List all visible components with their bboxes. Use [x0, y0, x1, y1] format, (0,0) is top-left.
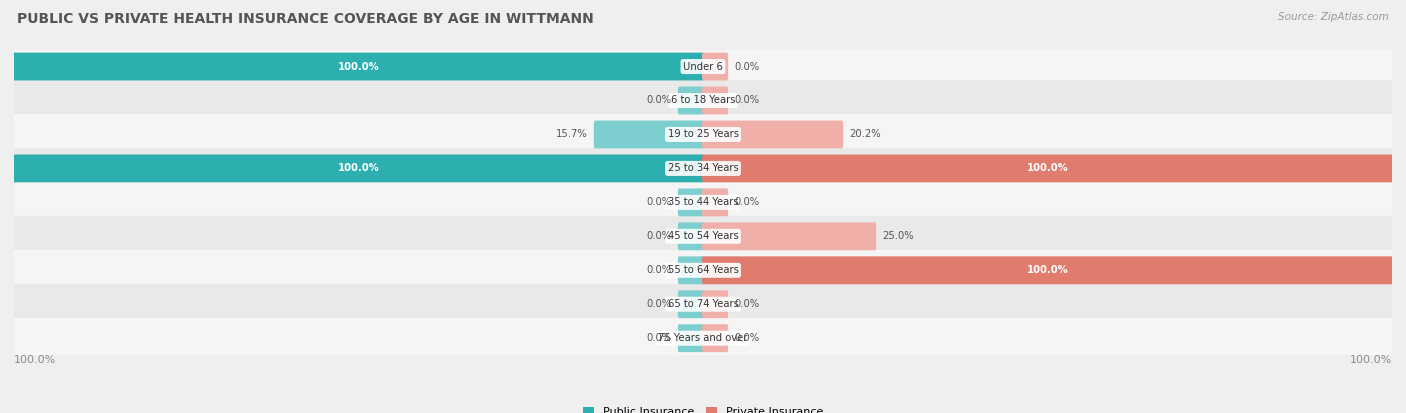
Text: 15.7%: 15.7% — [557, 129, 588, 140]
FancyBboxPatch shape — [702, 87, 728, 114]
Text: 75 Years and over: 75 Years and over — [658, 333, 748, 343]
Text: 0.0%: 0.0% — [647, 197, 672, 207]
Text: 0.0%: 0.0% — [647, 265, 672, 275]
Text: 100.0%: 100.0% — [1026, 265, 1069, 275]
FancyBboxPatch shape — [13, 154, 704, 182]
FancyBboxPatch shape — [14, 284, 1392, 325]
FancyBboxPatch shape — [14, 148, 1392, 189]
Text: 45 to 54 Years: 45 to 54 Years — [668, 231, 738, 241]
FancyBboxPatch shape — [702, 154, 1393, 182]
FancyBboxPatch shape — [702, 52, 728, 81]
FancyBboxPatch shape — [702, 223, 876, 250]
Text: 0.0%: 0.0% — [647, 231, 672, 241]
FancyBboxPatch shape — [14, 114, 1392, 155]
FancyBboxPatch shape — [14, 250, 1392, 291]
Text: 19 to 25 Years: 19 to 25 Years — [668, 129, 738, 140]
FancyBboxPatch shape — [702, 290, 728, 318]
FancyBboxPatch shape — [702, 121, 844, 148]
Text: 100.0%: 100.0% — [14, 355, 56, 365]
FancyBboxPatch shape — [678, 87, 704, 114]
FancyBboxPatch shape — [678, 256, 704, 284]
Text: 0.0%: 0.0% — [734, 333, 759, 343]
Text: 0.0%: 0.0% — [734, 197, 759, 207]
Legend: Public Insurance, Private Insurance: Public Insurance, Private Insurance — [583, 406, 823, 413]
Text: Under 6: Under 6 — [683, 62, 723, 71]
Text: 100.0%: 100.0% — [337, 62, 380, 71]
FancyBboxPatch shape — [14, 318, 1392, 358]
FancyBboxPatch shape — [14, 80, 1392, 121]
Text: PUBLIC VS PRIVATE HEALTH INSURANCE COVERAGE BY AGE IN WITTMANN: PUBLIC VS PRIVATE HEALTH INSURANCE COVER… — [17, 12, 593, 26]
Text: 25.0%: 25.0% — [882, 231, 914, 241]
FancyBboxPatch shape — [13, 52, 704, 81]
Text: 100.0%: 100.0% — [337, 164, 380, 173]
FancyBboxPatch shape — [14, 46, 1392, 87]
Text: 65 to 74 Years: 65 to 74 Years — [668, 299, 738, 309]
Text: 0.0%: 0.0% — [647, 299, 672, 309]
Text: 20.2%: 20.2% — [849, 129, 880, 140]
FancyBboxPatch shape — [678, 290, 704, 318]
Text: 0.0%: 0.0% — [647, 95, 672, 105]
Text: 0.0%: 0.0% — [734, 299, 759, 309]
Text: 100.0%: 100.0% — [1026, 164, 1069, 173]
Text: 0.0%: 0.0% — [647, 333, 672, 343]
FancyBboxPatch shape — [702, 256, 1393, 284]
Text: Source: ZipAtlas.com: Source: ZipAtlas.com — [1278, 12, 1389, 22]
FancyBboxPatch shape — [678, 188, 704, 216]
Text: 55 to 64 Years: 55 to 64 Years — [668, 265, 738, 275]
FancyBboxPatch shape — [14, 182, 1392, 223]
FancyBboxPatch shape — [678, 223, 704, 250]
Text: 6 to 18 Years: 6 to 18 Years — [671, 95, 735, 105]
Text: 100.0%: 100.0% — [1350, 355, 1392, 365]
FancyBboxPatch shape — [702, 188, 728, 216]
Text: 35 to 44 Years: 35 to 44 Years — [668, 197, 738, 207]
FancyBboxPatch shape — [702, 324, 728, 352]
Text: 0.0%: 0.0% — [734, 95, 759, 105]
FancyBboxPatch shape — [678, 324, 704, 352]
Text: 25 to 34 Years: 25 to 34 Years — [668, 164, 738, 173]
Text: 0.0%: 0.0% — [734, 62, 759, 71]
FancyBboxPatch shape — [593, 121, 704, 148]
FancyBboxPatch shape — [14, 216, 1392, 257]
